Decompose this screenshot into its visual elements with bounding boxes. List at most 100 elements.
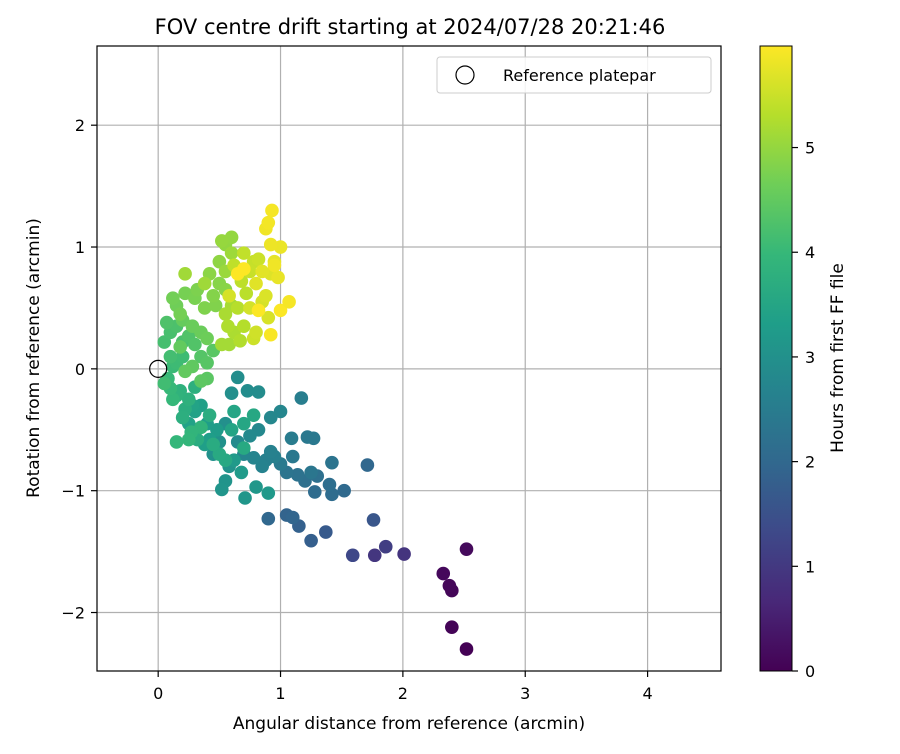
x-axis-ticks: 0 1 2 3 4 <box>153 671 653 703</box>
data-point <box>261 511 276 526</box>
data-point <box>282 295 296 309</box>
data-point <box>261 486 276 500</box>
data-point <box>255 264 269 279</box>
data-point <box>263 327 278 342</box>
data-point <box>246 408 261 422</box>
data-point <box>300 430 315 444</box>
data-point <box>212 447 227 461</box>
data-points <box>157 203 474 656</box>
data-point <box>175 410 190 425</box>
data-point <box>166 392 180 407</box>
reference-platepar-marker <box>149 359 168 378</box>
data-point <box>337 483 351 498</box>
data-point <box>251 303 266 318</box>
colorbar-tick-label: 1 <box>805 557 815 576</box>
colorbar: 0 1 2 3 4 5 Hours from first FF file <box>759 45 848 681</box>
legend: Reference platepar <box>436 56 712 94</box>
y-tick-label: −2 <box>61 604 85 623</box>
data-point <box>325 455 339 470</box>
data-point <box>240 383 255 398</box>
data-point <box>194 374 208 388</box>
data-point <box>181 432 196 447</box>
y-tick-label: 0 <box>75 360 85 379</box>
data-point <box>249 276 263 291</box>
legend-box <box>436 56 712 94</box>
data-point <box>200 331 214 346</box>
data-point <box>234 465 249 480</box>
data-point <box>210 422 224 437</box>
data-point <box>200 355 214 370</box>
data-point <box>237 246 251 260</box>
colorbar-tick-label: 4 <box>805 243 815 262</box>
x-tick-label: 1 <box>275 684 285 703</box>
data-point <box>224 386 239 401</box>
data-point <box>238 491 252 505</box>
data-point <box>273 404 288 419</box>
data-point <box>215 234 229 248</box>
data-point <box>206 288 221 303</box>
data-point <box>263 444 278 459</box>
data-point <box>284 431 299 446</box>
data-point <box>459 642 474 656</box>
data-point <box>224 422 239 437</box>
data-point <box>304 533 318 548</box>
data-point <box>251 252 266 267</box>
data-point <box>188 337 202 352</box>
data-point <box>212 254 227 269</box>
y-axis-label: Rotation from reference (arcmin) <box>24 218 44 498</box>
data-point <box>221 319 235 334</box>
data-point <box>206 437 221 452</box>
data-point <box>307 485 322 499</box>
data-point <box>230 301 245 315</box>
data-point <box>197 276 212 291</box>
data-point <box>178 267 192 281</box>
data-point <box>157 335 172 349</box>
colorbar-tick-label: 2 <box>805 453 815 472</box>
y-tick-label: −1 <box>61 482 85 501</box>
colorbar-frame <box>759 45 793 672</box>
data-point <box>267 258 282 273</box>
data-point <box>445 620 459 634</box>
legend-label-reference: Reference platepar <box>503 66 656 85</box>
data-point <box>237 319 251 334</box>
gridlines <box>97 46 721 671</box>
data-point <box>163 349 178 364</box>
data-point <box>222 288 236 303</box>
data-point <box>285 449 300 464</box>
data-point <box>178 364 192 379</box>
data-point <box>290 468 305 482</box>
colorbar-tick-label: 5 <box>805 139 815 158</box>
y-tick-label: 2 <box>75 116 85 135</box>
data-point <box>271 270 285 285</box>
data-point <box>215 482 229 497</box>
data-point <box>285 510 300 525</box>
data-point <box>397 547 411 561</box>
data-point <box>173 307 187 321</box>
data-point <box>265 203 279 218</box>
x-tick-label: 4 <box>642 684 652 703</box>
colorbar-ticks: 0 1 2 3 4 5 <box>792 139 815 681</box>
colorbar-label: Hours from first FF file <box>828 263 848 453</box>
data-point <box>263 410 278 425</box>
data-point <box>294 391 309 405</box>
data-point <box>224 246 239 260</box>
data-point <box>273 303 288 318</box>
data-point <box>237 441 251 455</box>
legend-marker-reference <box>455 65 475 85</box>
data-point <box>243 429 257 443</box>
y-tick-label: 1 <box>75 238 85 257</box>
data-point <box>459 542 474 556</box>
data-point <box>322 477 337 492</box>
x-tick-label: 3 <box>520 684 530 703</box>
data-point <box>218 307 233 321</box>
data-point <box>251 385 266 399</box>
colorbar-gradient <box>760 46 792 671</box>
data-point <box>230 370 245 385</box>
data-point <box>159 315 174 330</box>
data-point <box>249 480 263 494</box>
colorbar-tick-label: 3 <box>805 348 815 367</box>
data-point <box>436 566 451 581</box>
data-point <box>173 340 187 354</box>
data-point <box>261 310 276 325</box>
plot-frame <box>96 45 722 672</box>
